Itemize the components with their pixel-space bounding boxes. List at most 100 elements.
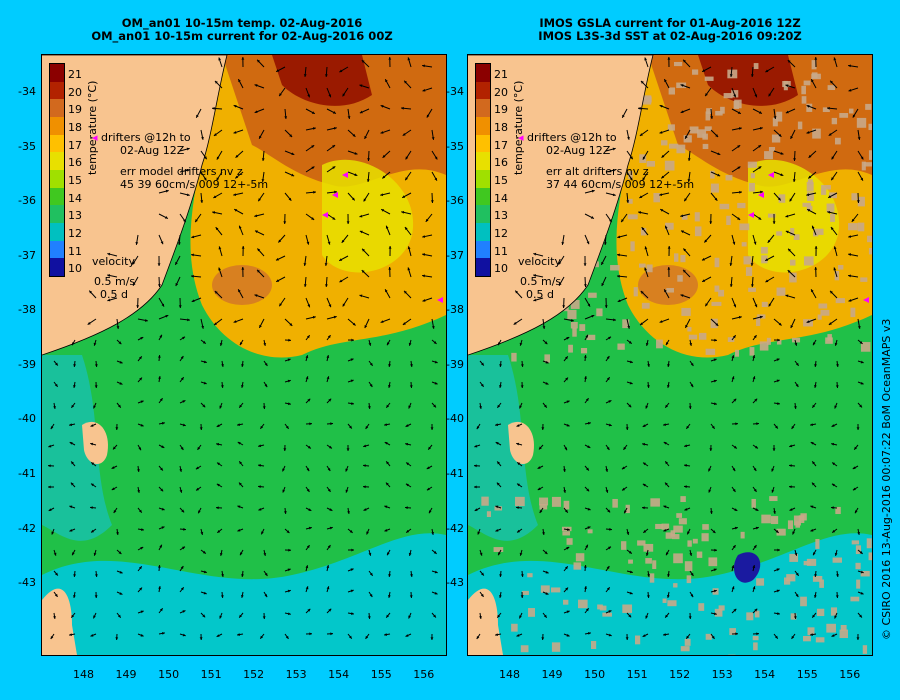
x-tick-label: 151: [200, 668, 222, 681]
colorbar-segment: [476, 99, 490, 118]
y-tick-label: -36: [446, 194, 464, 208]
x-tick-label: 156: [413, 668, 435, 681]
x-tick-label: 149: [541, 668, 563, 681]
left-map-panel: 21 20 19 18 17 16 15 14 13 12 11 10 temperature (°C…: [41, 54, 447, 656]
colorbar-segment: [50, 223, 64, 242]
colorbar-label: 17: [68, 138, 82, 152]
island-land: [508, 421, 534, 465]
drifter-marker: [758, 192, 764, 198]
x-tick-label: 153: [285, 668, 307, 681]
x-tick-label: 154: [328, 668, 350, 681]
y-tick-label: -40: [18, 412, 36, 426]
y-tick-label: -39: [18, 357, 36, 371]
y-tick-label: -36: [18, 194, 36, 208]
colorbar-segment: [50, 240, 64, 259]
x-tick-label: 149: [115, 668, 137, 681]
velocity-label: velocity: [518, 255, 561, 268]
y-tick-label: -42: [446, 521, 464, 535]
x-tick-label: 150: [584, 668, 606, 681]
land-mass: [468, 55, 653, 355]
island-land: [82, 421, 108, 465]
velocity-scale: 0.5 m/s 0.5 d: [520, 275, 562, 301]
drifter-marker: [863, 297, 869, 303]
x-tick-label: 148: [499, 668, 521, 681]
colorbar-segment: [476, 117, 490, 136]
colorbar-label: 11: [68, 244, 82, 258]
colorbar-label: 10: [68, 262, 82, 276]
velocity-label: velocity: [92, 255, 135, 268]
y-tick-label: -37: [18, 248, 36, 262]
drifter-marker: [768, 172, 774, 178]
x-tick-label: 152: [243, 668, 265, 681]
drifter-marker: [342, 172, 348, 178]
colorbar-label: 14: [68, 191, 82, 205]
colorbar-segment: [50, 134, 64, 153]
colorbar-label: 13: [494, 209, 508, 223]
right-map-canvas: [468, 55, 872, 655]
colorbar-label: 21: [494, 68, 508, 81]
velocity-scale: 0.5 m/s 0.5 d: [94, 275, 136, 301]
drifters-note: ◂ drifters @12h to 02-Aug 12Z: [92, 131, 191, 157]
drifter-marker: [748, 212, 754, 218]
drifter-marker-icon: ◂: [92, 131, 98, 144]
colorbar-segment: [476, 187, 490, 206]
x-tick-label: 155: [370, 668, 392, 681]
land-mass: [42, 55, 227, 355]
current-vectors: [47, 56, 438, 641]
colorbar-segment: [476, 223, 490, 242]
colorbar-segment: [476, 170, 490, 189]
colorbar-label: 19: [68, 103, 82, 117]
colorbar-segment: [50, 152, 64, 171]
y-tick-label: -38: [446, 303, 464, 317]
y-tick-label: -35: [446, 139, 464, 153]
colorbar-segment: [50, 187, 64, 206]
colorbar-label: 14: [494, 191, 508, 205]
colorbar-title: temperature (°C): [86, 80, 99, 175]
colorbar-label: 10: [494, 262, 508, 276]
colorbar-segment: [50, 258, 64, 277]
temperature-colorbar: [475, 63, 491, 277]
y-tick-label: -42: [18, 521, 36, 535]
current-vectors: [473, 56, 864, 641]
error-stats: err alt drifters nv z 37 44 60cm/s 009 1…: [546, 165, 695, 191]
error-stats: err model drifters nv z 45 39 60cm/s 009…: [120, 165, 269, 191]
colorbar-segment: [50, 205, 64, 224]
colorbar-label: 17: [494, 138, 508, 152]
colorbar-label: 11: [494, 244, 508, 258]
y-tick-label: -35: [18, 139, 36, 153]
drifter-marker: [332, 192, 338, 198]
x-tick-label: 153: [711, 668, 733, 681]
colorbar-label: 12: [68, 227, 82, 240]
colorbar-segment: [50, 170, 64, 189]
y-tick-label: -34: [446, 85, 464, 99]
colorbar-segment: [476, 258, 490, 277]
colorbar-segment: [50, 117, 64, 136]
colorbar-segment: [50, 99, 64, 118]
colorbar-segment: [50, 64, 64, 83]
drifter-marker-icon: ◂: [518, 131, 524, 144]
colorbar-label: 12: [494, 227, 508, 240]
colorbar-label: 19: [494, 103, 508, 117]
x-tick-label: 151: [626, 668, 648, 681]
drifter-marker: [437, 297, 443, 303]
colorbar-segment: [476, 152, 490, 171]
colorbar-label: 20: [494, 85, 508, 99]
colorbar-label: 18: [68, 121, 82, 134]
colorbar-label: 21: [68, 68, 82, 81]
y-tick-label: -39: [446, 357, 464, 371]
x-tick-label: 152: [669, 668, 691, 681]
colorbar-segment: [476, 134, 490, 153]
colorbar-segment: [476, 81, 490, 100]
right-map-panel: 21 20 19 18 17 16 15 14 13 12 11 10 temperature (°C…: [467, 54, 873, 656]
colorbar-segment: [476, 64, 490, 83]
y-tick-label: -43: [18, 576, 36, 590]
colorbar-label: 18: [494, 121, 508, 134]
colorbar-title: temperature (°C): [512, 80, 525, 175]
x-tick-label: 154: [754, 668, 776, 681]
colorbar-segment: [476, 205, 490, 224]
colorbar-label: 13: [68, 209, 82, 223]
right-panel-title: IMOS GSLA current for 01-Aug-2016 12Z IM…: [538, 16, 802, 43]
colorbar-segment: [50, 81, 64, 100]
x-tick-label: 156: [839, 668, 861, 681]
x-tick-label: 148: [73, 668, 95, 681]
